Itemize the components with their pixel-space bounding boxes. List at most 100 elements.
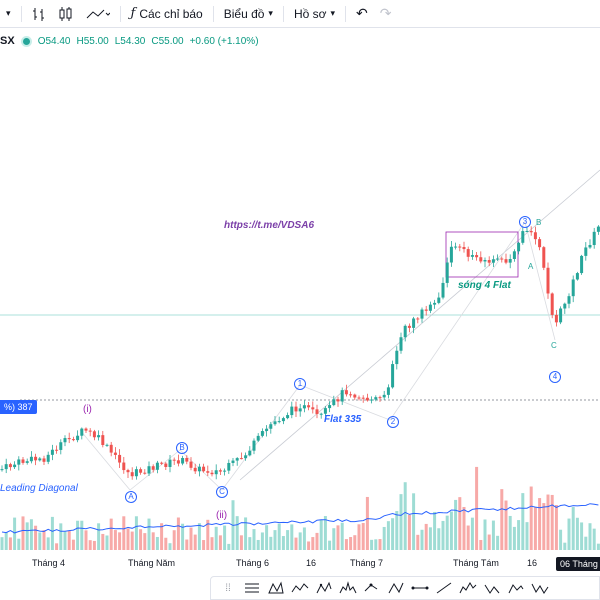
volume-bar — [424, 523, 428, 550]
volume-bar — [382, 526, 386, 550]
wave-ii-label: (ii) — [216, 510, 228, 521]
low-value: L54.30 — [114, 35, 146, 47]
tool-elliott-double[interactable] — [529, 578, 551, 598]
tool-head-shoulders[interactable] — [337, 578, 359, 598]
tool-abcd[interactable] — [385, 578, 407, 598]
tool-horizontal-lines[interactable] — [241, 578, 263, 598]
flat335-label: Flat 335 — [324, 414, 362, 425]
profile-menu-button[interactable]: Hồ sơ ▾ — [288, 0, 341, 27]
link-annotation[interactable]: https://t.me/VDSA6 — [224, 220, 315, 231]
volume-bar — [88, 540, 92, 550]
tool-zigzag[interactable] — [289, 578, 311, 598]
close-value: C55.00 — [151, 35, 184, 47]
wave-2-circle: 2 — [387, 416, 399, 428]
bar-style-button[interactable] — [26, 0, 52, 27]
time-axis[interactable]: Tháng 4 Tháng Năm Tháng 6 16 Tháng 7 Thá… — [0, 555, 600, 573]
undo-button[interactable]: ↶ — [350, 0, 374, 27]
chart-menu-label: Biểu đồ — [223, 6, 265, 21]
tool-xabcd-pattern[interactable] — [265, 578, 287, 598]
volume-bar — [353, 535, 357, 550]
volume-bar — [588, 523, 592, 550]
candle-body — [286, 415, 290, 419]
head-shoulders-icon — [339, 581, 357, 594]
toolbar-divider — [282, 5, 284, 22]
candle-body — [168, 459, 172, 467]
volume-bar — [441, 520, 445, 550]
candle-body — [340, 390, 344, 402]
volume-bar — [571, 507, 575, 550]
tool-elliott-correction[interactable] — [481, 578, 503, 598]
candle-body — [17, 459, 21, 465]
volume-bar — [542, 503, 546, 550]
volume-bar — [378, 539, 382, 550]
candle-body — [248, 450, 252, 456]
symbol-name[interactable]: SX — [0, 35, 15, 47]
candle-body — [164, 463, 168, 467]
volume-bar — [575, 517, 579, 550]
volume-bar — [349, 537, 353, 550]
candle-body — [176, 460, 180, 464]
candle-body — [365, 397, 369, 401]
interval-dropdown[interactable]: ▾ — [0, 0, 17, 27]
volume-bar — [294, 537, 298, 550]
wave-4-circle: 4 — [549, 371, 561, 383]
drag-handle[interactable]: ⁞⁞ — [217, 578, 239, 598]
drawing-toolbar: ⁞⁞ — [210, 576, 600, 600]
volume-bar — [332, 528, 336, 550]
line-style-button[interactable] — [80, 0, 116, 27]
candle-body — [181, 457, 185, 464]
price-chart[interactable] — [0, 50, 600, 550]
high-value: H55.00 — [76, 35, 109, 47]
abcd-icon — [388, 582, 404, 594]
candle-body — [29, 456, 33, 462]
cross-line-icon — [436, 582, 452, 594]
candle-body — [273, 421, 277, 425]
volume-bar — [122, 516, 126, 550]
candle-body — [420, 309, 424, 319]
indicators-label: Các chỉ báo — [139, 6, 203, 21]
volume-bar — [189, 527, 193, 550]
volume-bar — [336, 525, 340, 550]
volume-bar — [315, 532, 319, 550]
candle-body — [580, 255, 584, 274]
volume-bar — [504, 500, 508, 550]
candle-body — [189, 461, 193, 468]
candle-body — [0, 469, 4, 471]
tool-elliott-triangle[interactable] — [505, 578, 527, 598]
axis-label: Tháng 6 — [236, 558, 270, 568]
volume-bar — [529, 486, 533, 550]
candle-body — [218, 470, 222, 472]
chart-menu-button[interactable]: Biểu đồ ▾ — [218, 0, 279, 27]
candle-body — [269, 424, 273, 429]
volume-bar — [559, 529, 563, 550]
wave-B-circle: B — [176, 442, 188, 454]
volume-bar — [193, 534, 197, 550]
candle-body — [353, 394, 357, 398]
volume-bar — [365, 496, 369, 550]
volume-bar — [269, 536, 273, 550]
candle-body — [521, 231, 525, 243]
candle-body — [550, 293, 554, 315]
volume-bar — [223, 525, 227, 550]
volume-bars — [0, 466, 600, 550]
tool-elliott-impulse[interactable] — [457, 578, 479, 598]
candle-body — [512, 251, 516, 259]
tool-line-segment[interactable] — [409, 578, 431, 598]
tool-polyline[interactable] — [361, 578, 383, 598]
volume-bar — [281, 536, 285, 550]
candle-body — [21, 459, 25, 463]
redo-button[interactable]: ↷ — [374, 0, 398, 27]
volume-bar — [445, 515, 449, 550]
candle-body — [395, 350, 399, 365]
tool-triangle[interactable] — [313, 578, 335, 598]
volume-ma-line — [1, 503, 599, 534]
volume-bar — [340, 522, 344, 550]
indicators-button[interactable]: ƒ Các chỉ báo — [125, 0, 209, 27]
volume-bar — [202, 540, 206, 550]
candle-body — [403, 325, 407, 338]
axis-label: 16 — [306, 558, 317, 568]
volume-bar — [454, 499, 458, 550]
tool-cross-line[interactable] — [433, 578, 455, 598]
pattern-icon — [268, 581, 284, 594]
candles-style-button[interactable] — [52, 0, 80, 27]
